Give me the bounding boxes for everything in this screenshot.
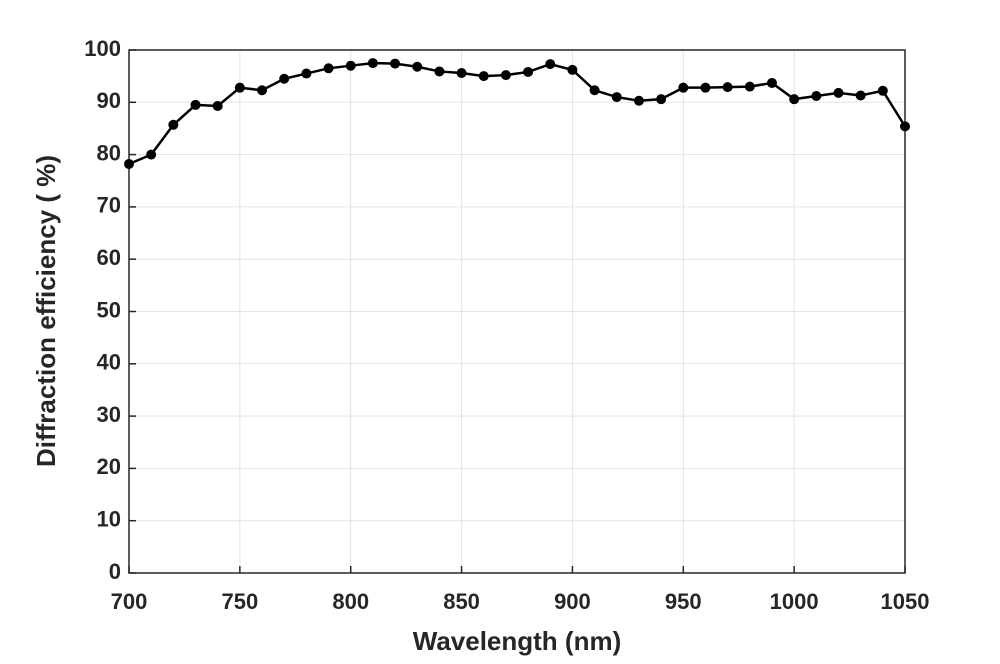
marker — [523, 66, 534, 77]
marker — [611, 92, 622, 103]
marker — [589, 85, 600, 96]
y-tick-label: 70 — [97, 193, 121, 218]
marker — [301, 68, 312, 79]
marker — [345, 60, 356, 71]
marker — [722, 82, 733, 93]
y-tick-label: 30 — [97, 402, 121, 427]
y-tick-label: 0 — [109, 559, 121, 584]
y-tick-label: 100 — [84, 36, 121, 61]
marker — [168, 119, 179, 130]
x-tick-label: 700 — [111, 589, 148, 614]
marker — [900, 121, 910, 132]
marker — [367, 58, 378, 69]
marker — [478, 71, 489, 82]
marker — [146, 149, 157, 160]
marker — [124, 159, 134, 170]
marker — [190, 99, 201, 110]
marker — [234, 82, 245, 93]
marker — [633, 95, 644, 106]
y-tick-label: 50 — [97, 297, 121, 322]
marker — [744, 81, 755, 92]
marker — [678, 82, 689, 93]
marker — [212, 100, 223, 111]
x-tick-label: 900 — [554, 589, 591, 614]
y-tick-label: 90 — [97, 88, 121, 113]
x-tick-label: 1000 — [770, 589, 819, 614]
marker — [257, 85, 268, 96]
marker — [656, 94, 667, 105]
marker — [390, 58, 401, 69]
x-tick-label: 850 — [443, 589, 480, 614]
x-tick-label: 1050 — [881, 589, 930, 614]
line — [128, 61, 907, 166]
marker — [811, 91, 822, 102]
x-tick-label: 750 — [221, 589, 258, 614]
marker — [833, 87, 844, 98]
marker — [434, 66, 445, 77]
y-tick-label: 60 — [97, 245, 121, 270]
x-axis-label: Wavelength (nm) — [413, 626, 621, 656]
marker — [766, 77, 777, 88]
marker — [700, 82, 711, 93]
marker — [279, 73, 290, 84]
y-axis-label: Diffraction efficiency ( %) — [31, 155, 61, 467]
plot-frame — [128, 49, 906, 574]
y-tick-label: 20 — [97, 454, 121, 479]
marker — [323, 63, 334, 74]
y-tick-label: 10 — [97, 507, 121, 532]
y-tick-label: 40 — [97, 350, 121, 375]
marker — [412, 61, 423, 72]
marker — [855, 90, 866, 101]
x-tick-label: 800 — [332, 589, 369, 614]
y-tick-label: 80 — [97, 140, 121, 165]
marker — [567, 64, 578, 75]
marker — [877, 85, 888, 96]
marker — [789, 94, 800, 105]
x-tick-label: 950 — [665, 589, 702, 614]
marker — [500, 70, 511, 81]
marker — [545, 59, 556, 70]
marker — [456, 68, 467, 79]
